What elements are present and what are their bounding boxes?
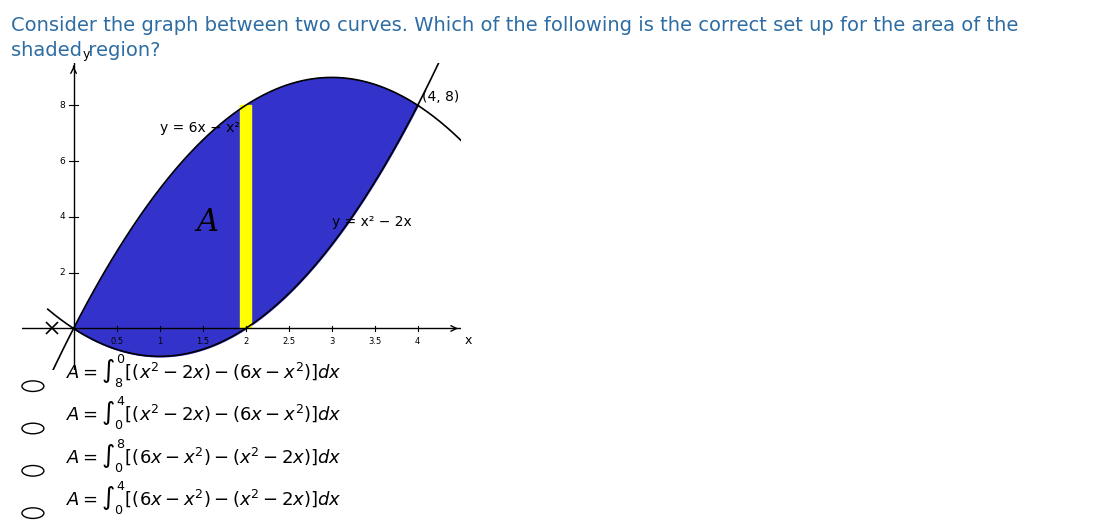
Text: 6: 6: [59, 157, 65, 166]
Text: Consider the graph between two curves. Which of the following is the correct set: Consider the graph between two curves. W…: [11, 16, 1018, 60]
Text: 8: 8: [59, 101, 65, 110]
Text: y = 6x − x²: y = 6x − x²: [159, 121, 239, 135]
Text: 2: 2: [59, 268, 65, 277]
Text: 0.5: 0.5: [110, 337, 123, 346]
Text: x: x: [465, 334, 473, 347]
Text: $A = \int_{0}^{4} \left[(x^2 - 2x) - (6x - x^2)\right] dx$: $A = \int_{0}^{4} \left[(x^2 - 2x) - (6x…: [66, 395, 341, 432]
Text: $A = \int_{8}^{0} \left[(x^2 - 2x) - (6x - x^2)\right] dx$: $A = \int_{8}^{0} \left[(x^2 - 2x) - (6x…: [66, 353, 341, 390]
Text: y = x² − 2x: y = x² − 2x: [331, 215, 411, 230]
Text: 1: 1: [157, 337, 162, 346]
Text: 1.5: 1.5: [196, 337, 210, 346]
Text: 3: 3: [329, 337, 335, 346]
Text: 2: 2: [244, 337, 248, 346]
Text: $A = \int_{0}^{4} \left[(6x - x^2) - (x^2 - 2x)\right] dx$: $A = \int_{0}^{4} \left[(6x - x^2) - (x^…: [66, 480, 341, 517]
Text: $A = \int_{0}^{8} \left[(6x - x^2) - (x^2 - 2x)\right] dx$: $A = \int_{0}^{8} \left[(6x - x^2) - (x^…: [66, 437, 341, 475]
Text: y: y: [82, 48, 90, 61]
Text: 4: 4: [59, 212, 65, 222]
Text: A: A: [196, 207, 218, 238]
Text: 3.5: 3.5: [369, 337, 382, 346]
Text: (4, 8): (4, 8): [422, 90, 460, 104]
Text: 2.5: 2.5: [282, 337, 295, 346]
Text: 4: 4: [415, 337, 420, 346]
